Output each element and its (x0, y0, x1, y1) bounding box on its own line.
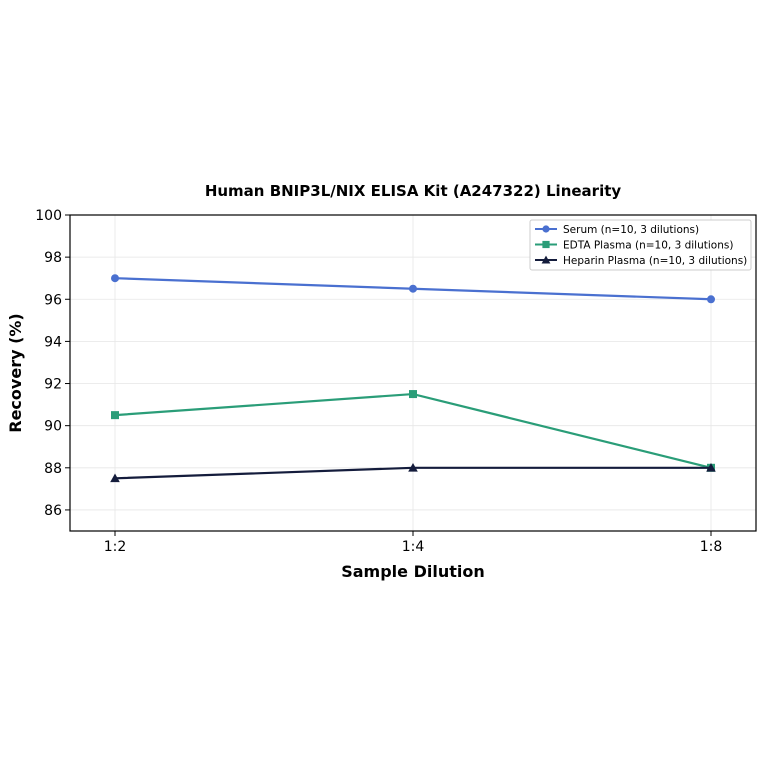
legend-marker (541, 255, 551, 264)
y-axis-ticks: 86 88 90 92 94 96 98 100 (35, 208, 70, 519)
legend-box (529, 219, 752, 271)
legend: Serum (n=10, 3 dilutions) EDTA Plasma (n=… (529, 219, 752, 271)
data-point (408, 463, 418, 472)
data-point (409, 390, 417, 399)
data-point (706, 463, 716, 472)
y-tick-label: 90 (44, 419, 62, 435)
legend-label: Heparin Plasma (n=10, 3 dilutions) (563, 255, 747, 267)
legend-label: EDTA Plasma (n=10, 3 dilutions) (563, 240, 733, 252)
data-point (409, 284, 417, 293)
y-tick-label: 96 (44, 292, 62, 308)
y-tick-label: 92 (44, 377, 62, 393)
legend-marker (542, 225, 550, 233)
x-axis-ticks: 1:2 1:4 1:8 (104, 531, 723, 555)
y-tick-label: 94 (44, 334, 62, 350)
data-point (110, 473, 120, 483)
series-3 (110, 463, 716, 483)
y-tick-label: 86 (44, 503, 62, 519)
x-tick-label: 1:8 (700, 539, 723, 555)
x-tick-label: 1:4 (402, 539, 425, 555)
data-point (111, 411, 119, 420)
series-1 (111, 274, 715, 304)
legend-marker (542, 240, 550, 249)
legend-label: Serum (n=10, 3 dilutions) (563, 224, 699, 236)
y-tick-label: 98 (44, 250, 62, 266)
y-axis-label: Recovery (%) (6, 313, 25, 432)
data-point (111, 274, 119, 283)
y-tick-label: 88 (44, 461, 62, 477)
chart-title: Human BNIP3L/NIX ELISA Kit (A247322) Lin… (205, 182, 622, 200)
legend-item: EDTA Plasma (n=10, 3 dilutions) (535, 240, 733, 252)
series-layer (110, 274, 716, 483)
x-axis-label: Sample Dilution (341, 562, 485, 581)
y-tick-label: 100 (35, 208, 62, 224)
legend-item: Heparin Plasma (n=10, 3 dilutions) (535, 255, 747, 267)
x-tick-label: 1:2 (104, 539, 127, 555)
data-point (707, 295, 715, 304)
legend-item: Serum (n=10, 3 dilutions) (535, 224, 699, 236)
